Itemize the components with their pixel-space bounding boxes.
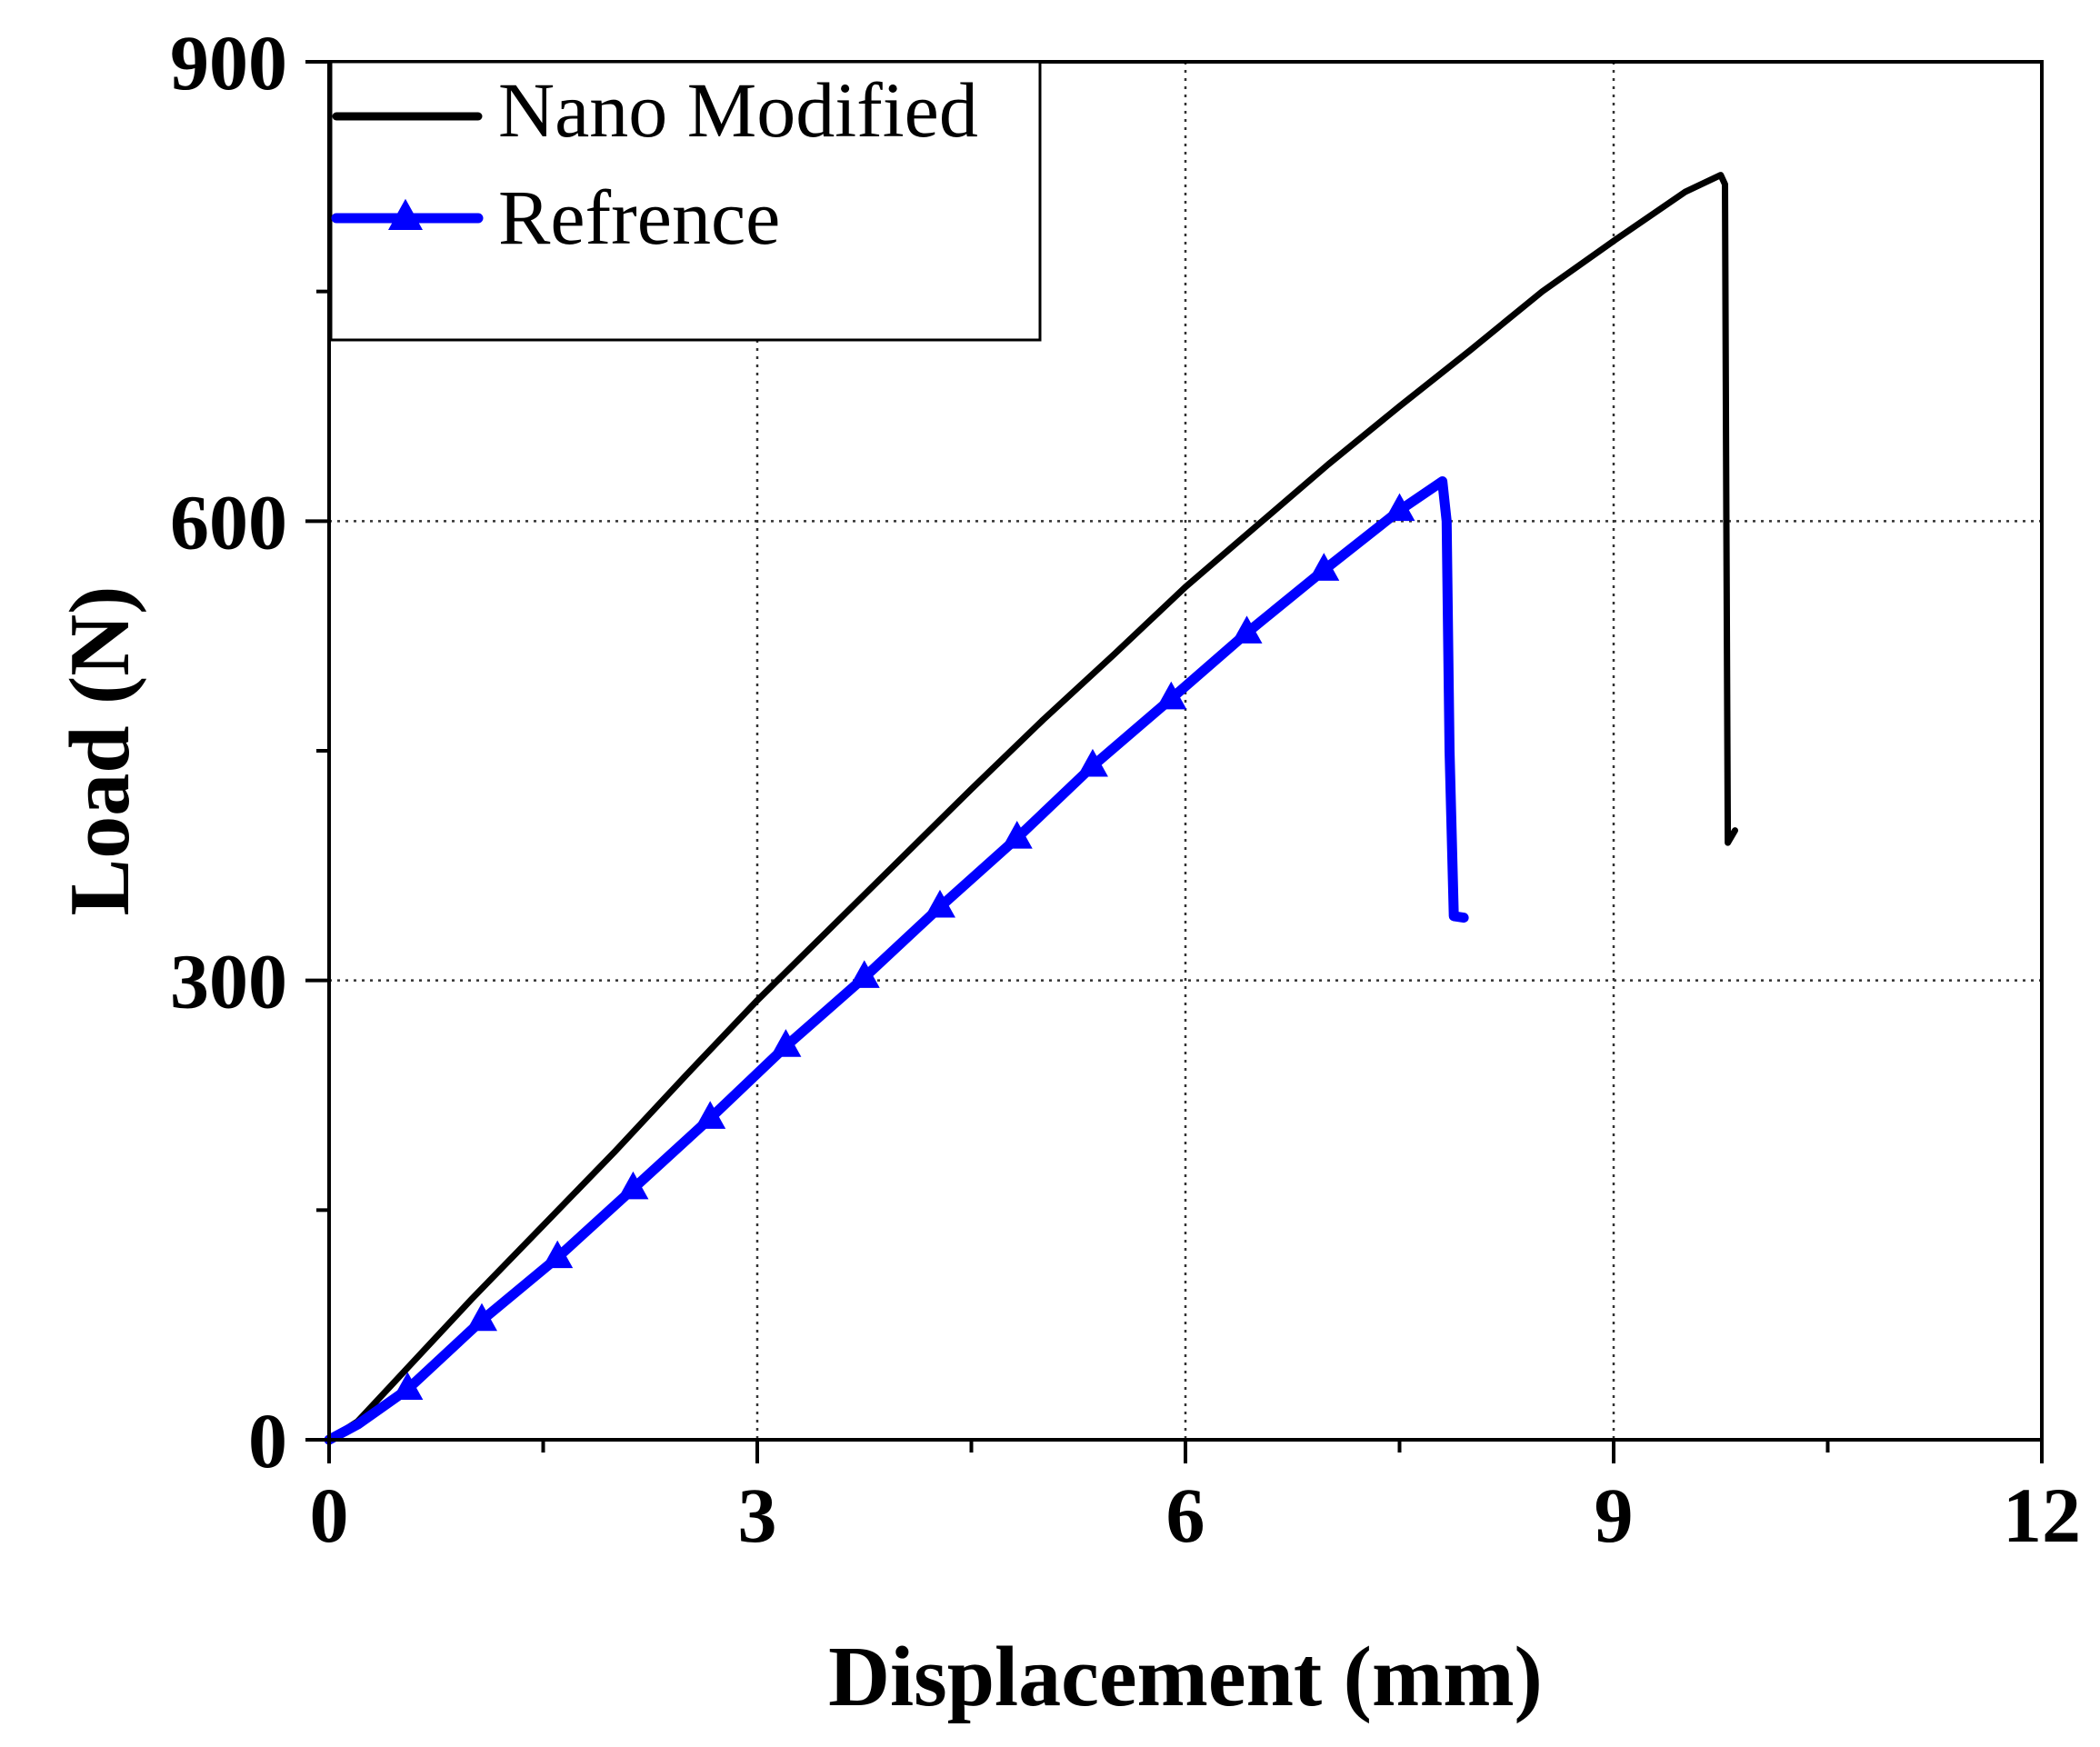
y-tick-label: 0	[248, 1397, 287, 1484]
legend: Nano Modified Refrence	[329, 60, 1042, 342]
data-point-marker	[1076, 748, 1108, 777]
data-point-marker	[848, 960, 880, 988]
axis-ticks	[305, 60, 2044, 1463]
y-tick-label: 600	[170, 478, 287, 565]
series-line-refrence	[324, 476, 1469, 1445]
legend-label-refrence: Refrence	[498, 174, 780, 261]
x-tick-label: 3	[738, 1472, 777, 1559]
data-point-marker	[1001, 821, 1033, 849]
x-tick-label: 9	[1595, 1472, 1634, 1559]
legend-label-nano-modified: Nano Modified	[498, 66, 978, 154]
legend-box	[329, 60, 1042, 342]
y-tick-label: 900	[170, 19, 287, 106]
tick-labels: 0 3 6 9 12 0 300 600 900	[170, 19, 2081, 1559]
data-point-marker	[1155, 681, 1187, 710]
data-point-marker	[1231, 615, 1263, 644]
data-point-marker	[924, 889, 955, 918]
data-point-marker	[617, 1171, 649, 1200]
x-axis-title: Displacement (mm)	[828, 1630, 1543, 1724]
data-point-marker	[1384, 493, 1415, 522]
data-point-marker	[695, 1101, 726, 1129]
data-point-marker	[542, 1240, 574, 1269]
x-tick-label: 0	[310, 1472, 349, 1559]
legend-marker-triangle	[388, 198, 423, 230]
series-line-nano-modified	[325, 172, 1738, 1443]
data-point-marker	[1308, 553, 1340, 581]
y-axis-title: Load (N)	[53, 586, 147, 916]
series-layer	[324, 172, 1738, 1445]
data-point-marker	[392, 1372, 424, 1401]
y-tick-label: 300	[170, 938, 287, 1025]
x-tick-label: 12	[2003, 1472, 2081, 1559]
data-point-marker	[465, 1303, 497, 1332]
x-tick-label: 6	[1166, 1472, 1205, 1559]
data-point-marker	[770, 1029, 802, 1057]
